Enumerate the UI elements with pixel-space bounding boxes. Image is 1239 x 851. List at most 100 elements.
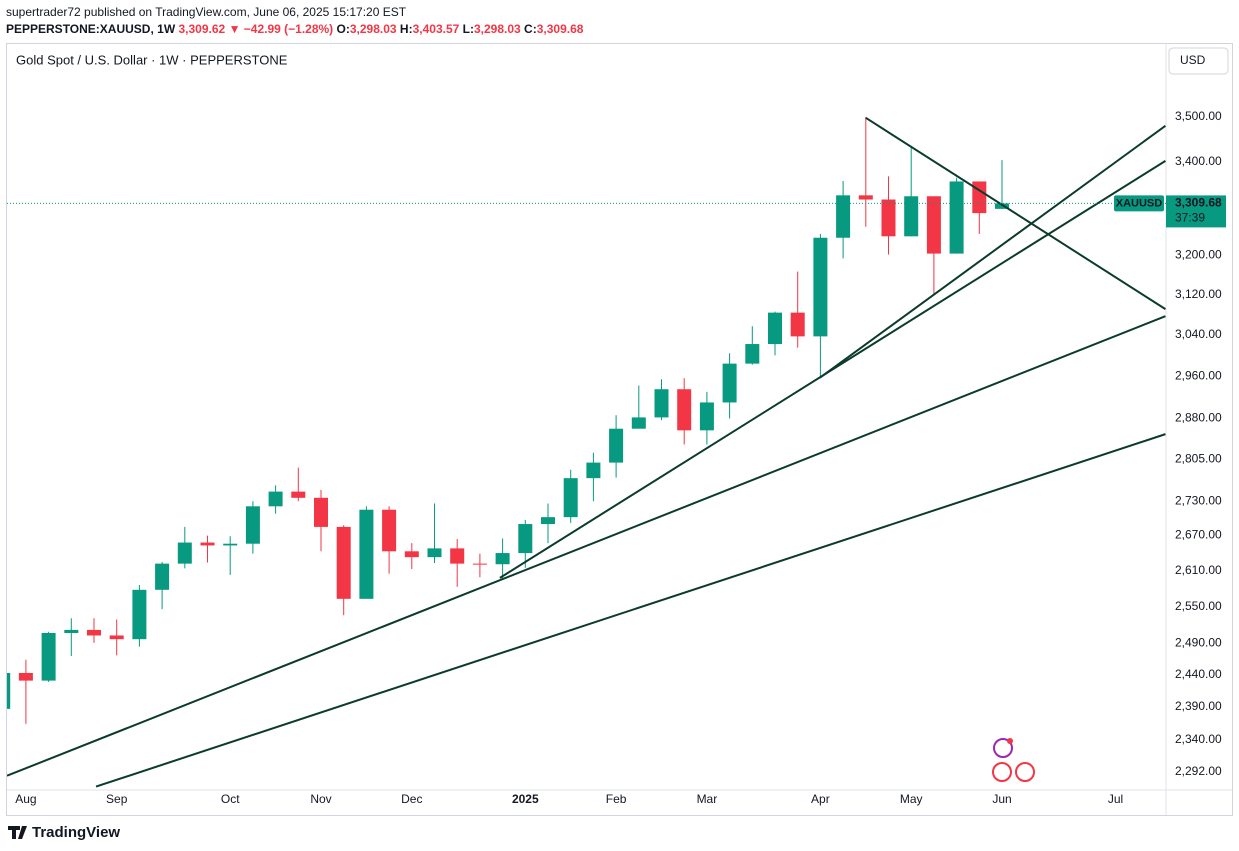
y-tick-label: 2,340.00 xyxy=(1175,732,1222,746)
candle-body xyxy=(472,563,487,565)
last-price-box xyxy=(1166,195,1226,228)
symbol: PEPPERSTONE:XAUUSD, 1W xyxy=(6,22,176,36)
candle-body xyxy=(87,629,101,636)
candle-body xyxy=(768,312,782,345)
candle-body xyxy=(541,517,555,525)
candle-body xyxy=(359,509,374,599)
o-label: O: xyxy=(336,22,350,36)
event-icons xyxy=(992,738,1035,782)
frame xyxy=(6,43,1233,816)
candle-body xyxy=(64,629,79,634)
candle-body xyxy=(245,506,260,544)
change: ▼ −42.99 (−1.28%) xyxy=(228,22,334,36)
currency-button[interactable] xyxy=(1168,47,1229,75)
c: 3,309.68 xyxy=(536,22,584,36)
candle-body xyxy=(654,389,669,418)
y-tick-label: 3,040.00 xyxy=(1175,327,1222,341)
candle-body xyxy=(926,196,941,254)
candle-body xyxy=(223,543,238,546)
y-tick-label: 2,390.00 xyxy=(1175,699,1222,713)
candle-body xyxy=(972,181,987,214)
candle-body xyxy=(745,344,760,364)
x-tick-label: Sep xyxy=(106,792,128,806)
candle-body xyxy=(836,195,851,238)
candle-body xyxy=(268,491,283,507)
y-tick-label: 2,440.00 xyxy=(1175,667,1222,681)
candle-body xyxy=(881,199,896,237)
x-tick-label: Mar xyxy=(697,792,718,806)
y-tick-label: 2,490.00 xyxy=(1175,636,1222,650)
candle-body xyxy=(132,589,147,640)
candle-body xyxy=(382,509,397,552)
candle-body xyxy=(450,548,465,564)
c-label: C: xyxy=(524,22,537,36)
y-tick-label: 2,610.00 xyxy=(1175,563,1222,577)
y-tick-label: 3,500.00 xyxy=(1175,109,1222,123)
x-tick-label: Oct xyxy=(221,792,240,806)
axes: 2,292.00 2,340.00 2,390.00 2,440.00 2,490.00… xyxy=(15,109,1226,806)
x-tick-label: Jun xyxy=(992,792,1011,806)
x-tick-label: Jul xyxy=(1108,792,1123,806)
quote-line: PEPPERSTONE:XAUUSD, 1W 3,309.62 ▼ −42.99… xyxy=(6,21,583,38)
currency[interactable]: USD xyxy=(1180,53,1206,67)
candle-body xyxy=(7,672,11,709)
x-tick-label: Aug xyxy=(15,792,36,806)
brand-logo: TradingView xyxy=(8,824,120,841)
candle-body xyxy=(586,462,601,479)
candle-body xyxy=(813,237,828,337)
candle-body xyxy=(995,203,1009,209)
y-tick-label: 2,292.00 xyxy=(1175,764,1222,778)
last-price-label: 3,309.68 xyxy=(1175,196,1222,210)
y-tick-label: 2,805.00 xyxy=(1175,451,1222,465)
y-tick-label: 2,550.00 xyxy=(1175,599,1222,613)
o: 3,298.03 xyxy=(349,22,397,36)
candle-body xyxy=(495,553,510,565)
candle-body xyxy=(790,312,805,337)
x-tick-label: Dec xyxy=(401,792,422,806)
candle-body xyxy=(314,497,328,527)
l-label: L: xyxy=(462,22,474,36)
candle-body xyxy=(109,635,124,640)
h: 3,403.57 xyxy=(412,22,460,36)
candle-body xyxy=(200,542,215,546)
candle-body xyxy=(41,633,56,681)
x-tick-label: May xyxy=(900,792,923,806)
plot xyxy=(7,116,1166,788)
candle-body xyxy=(722,363,737,403)
candle-body xyxy=(177,542,192,564)
candle-body xyxy=(858,195,873,200)
header: supertrader72 published on TradingView.c… xyxy=(6,4,583,38)
y-tick-label: 2,730.00 xyxy=(1175,493,1222,507)
l: 3,298.03 xyxy=(473,22,521,36)
trendline xyxy=(819,124,1166,379)
candle-body xyxy=(518,524,533,554)
candle-body xyxy=(18,672,33,681)
candle-body xyxy=(699,402,714,431)
x-tick-label: Apr xyxy=(811,792,830,806)
x-tick-label: Feb xyxy=(606,792,627,806)
x-tick-label: Nov xyxy=(310,792,331,806)
trendline xyxy=(7,315,1166,777)
y-tick-label: 3,120.00 xyxy=(1175,287,1222,301)
candle-body xyxy=(631,417,646,429)
candle-body xyxy=(427,548,442,558)
candle-body xyxy=(155,563,170,590)
chart-title: Gold Spot / U.S. Dollar · 1W · PEPPERSTO… xyxy=(16,52,288,67)
candle-body xyxy=(949,181,964,254)
trendline xyxy=(865,116,1166,310)
candle-body xyxy=(563,478,578,518)
y-tick-label: 3,200.00 xyxy=(1175,248,1222,262)
last: 3,309.62 xyxy=(178,22,226,36)
y-tick-label: 2,670.00 xyxy=(1175,528,1222,542)
candle-body xyxy=(677,389,692,431)
candle-body xyxy=(609,428,624,463)
h-label: H: xyxy=(399,22,413,36)
candle-body xyxy=(336,526,351,599)
y-tick-label: 2,960.00 xyxy=(1175,368,1222,382)
trendline xyxy=(95,433,1166,788)
symbol-tag: XAUUSD xyxy=(1116,197,1163,209)
x-tick-label: 2025 xyxy=(512,792,539,806)
author-line: supertrader72 published on TradingView.c… xyxy=(6,5,407,19)
